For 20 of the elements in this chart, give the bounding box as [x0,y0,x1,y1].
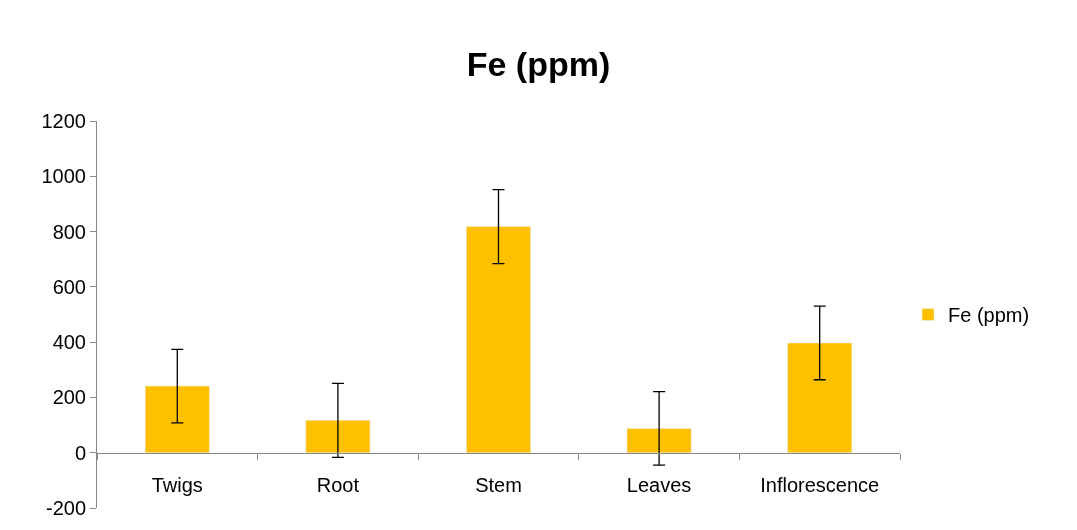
y-tick-label: 200 [52,386,86,409]
x-tick-label: Stem [475,473,522,496]
bar [144,385,210,453]
chart-title: Fe (ppm) [466,44,611,83]
y-tick-label: -200 [45,497,86,519]
bar [305,420,371,453]
x-tick-label: Root [316,473,360,496]
x-tick-label: Inflorescence [760,473,880,496]
x-tick-label: Twigs [151,473,203,496]
y-tick-label: 1200 [41,110,86,132]
y-tick-label: 600 [52,275,86,298]
x-tick-label: Leaves [626,473,692,496]
y-tick-label: 1000 [41,165,86,188]
bar [787,342,853,453]
bar [466,226,531,453]
y-tick-label: 400 [52,331,86,354]
y-tick-label: 800 [52,220,86,243]
y-tick-label: 0 [74,441,86,464]
bar [626,428,692,453]
legend-label: Fe (ppm) [948,304,1030,327]
